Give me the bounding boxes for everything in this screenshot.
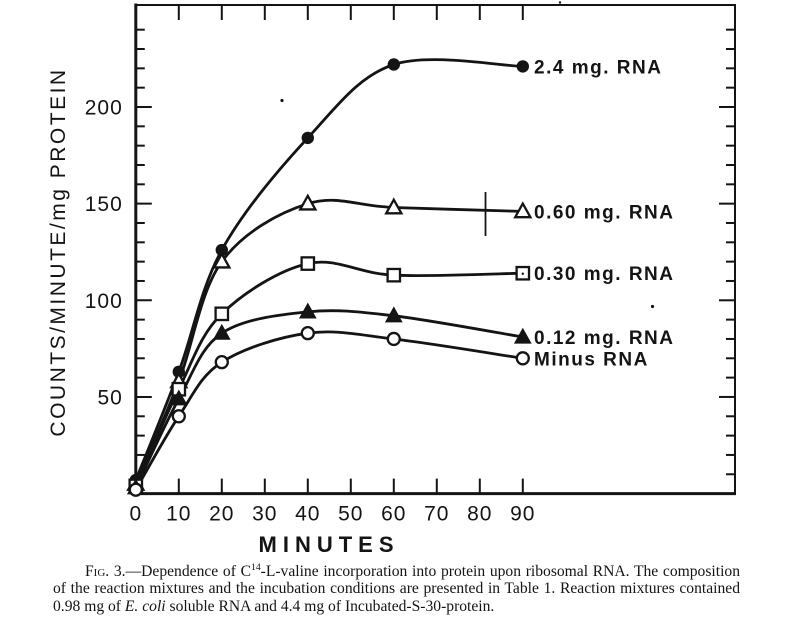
x-tick-label: 90 bbox=[510, 503, 535, 526]
caption-segment: 3.—Dependence of C bbox=[109, 563, 251, 580]
x-tick-label: 80 bbox=[467, 503, 492, 526]
x-tick-label: 30 bbox=[252, 503, 277, 526]
legend-label: 2.4 mg. RNA bbox=[534, 57, 662, 78]
caption-segment: E. coli bbox=[124, 597, 166, 615]
legend-label: 0.12 mg. RNA bbox=[534, 328, 674, 349]
y-tick-label: 50 bbox=[97, 386, 122, 409]
y-tick-label: 200 bbox=[85, 97, 123, 120]
data-point-marker bbox=[214, 306, 230, 322]
plot-layer: 50 100 150 200 0 10 20 30 40 50 60 70 80 90 2.4 mg. RN… bbox=[85, 1, 736, 526]
series-curve-2 bbox=[134, 260, 525, 488]
legend-label: 0.60 mg. RNA bbox=[534, 202, 674, 223]
x-tick-label: 20 bbox=[209, 503, 234, 526]
x-tick-label: 10 bbox=[166, 503, 191, 526]
figure-caption: Fig. 3.—Dependence of C14-L-valine incor… bbox=[53, 561, 740, 615]
data-point-marker bbox=[214, 355, 229, 370]
print-artifact-speck bbox=[650, 304, 655, 309]
caption-segment: 14 bbox=[250, 561, 261, 573]
data-point-marker bbox=[386, 331, 401, 347]
data-point-marker bbox=[513, 201, 533, 219]
data-point-marker bbox=[386, 267, 402, 283]
data-point-marker bbox=[171, 409, 186, 424]
y-axis-title: COUNTS/MINUTE/mg PROTEIN bbox=[47, 67, 70, 436]
caption-segment: Fig. bbox=[85, 563, 110, 580]
data-point-marker bbox=[300, 326, 315, 341]
line-chart: 50 100 150 200 0 10 20 30 40 50 60 70 80 90 2.4 mg. RN… bbox=[47, 1, 736, 557]
caption-segment: -L-valine incorporation into protein upo… bbox=[53, 563, 740, 615]
data-point-marker bbox=[384, 197, 404, 215]
data-point-marker bbox=[301, 131, 314, 145]
x-tick-label: 70 bbox=[424, 503, 449, 526]
data-point-marker bbox=[215, 243, 228, 257]
x-tick-label: 40 bbox=[295, 503, 320, 526]
series-curve-0 bbox=[134, 58, 525, 482]
print-artifact-dot bbox=[521, 272, 524, 275]
data-point-marker bbox=[384, 306, 403, 323]
x-tick-label: 60 bbox=[381, 503, 406, 526]
data-point-marker bbox=[298, 193, 318, 211]
data-point-marker bbox=[298, 302, 317, 319]
data-point-marker bbox=[387, 58, 400, 71]
y-tick-label: 150 bbox=[85, 193, 123, 216]
data-point-marker bbox=[128, 482, 143, 497]
y-tick-label: 100 bbox=[85, 290, 123, 313]
x-tick-label: 50 bbox=[338, 503, 363, 526]
data-point-marker bbox=[212, 251, 232, 269]
legend-label: Minus RNA bbox=[534, 349, 649, 370]
print-artifact-speck bbox=[558, 1, 562, 4]
legend-label: 0.30 mg. RNA bbox=[534, 264, 674, 285]
data-point-marker bbox=[516, 60, 529, 73]
data-point-marker bbox=[169, 389, 188, 406]
caption-segment: soluble RNA and 4.4 mg of Incubated-S-30… bbox=[165, 597, 495, 615]
data-point-marker bbox=[300, 256, 316, 271]
series-curve-1 bbox=[134, 198, 525, 486]
data-point-marker bbox=[212, 323, 231, 340]
data-point-marker bbox=[513, 327, 532, 344]
x-axis-title: MINUTES bbox=[259, 532, 400, 557]
x-tick-label: 0 bbox=[129, 503, 142, 526]
data-point-marker bbox=[515, 351, 530, 366]
print-artifact-speck bbox=[280, 98, 284, 103]
